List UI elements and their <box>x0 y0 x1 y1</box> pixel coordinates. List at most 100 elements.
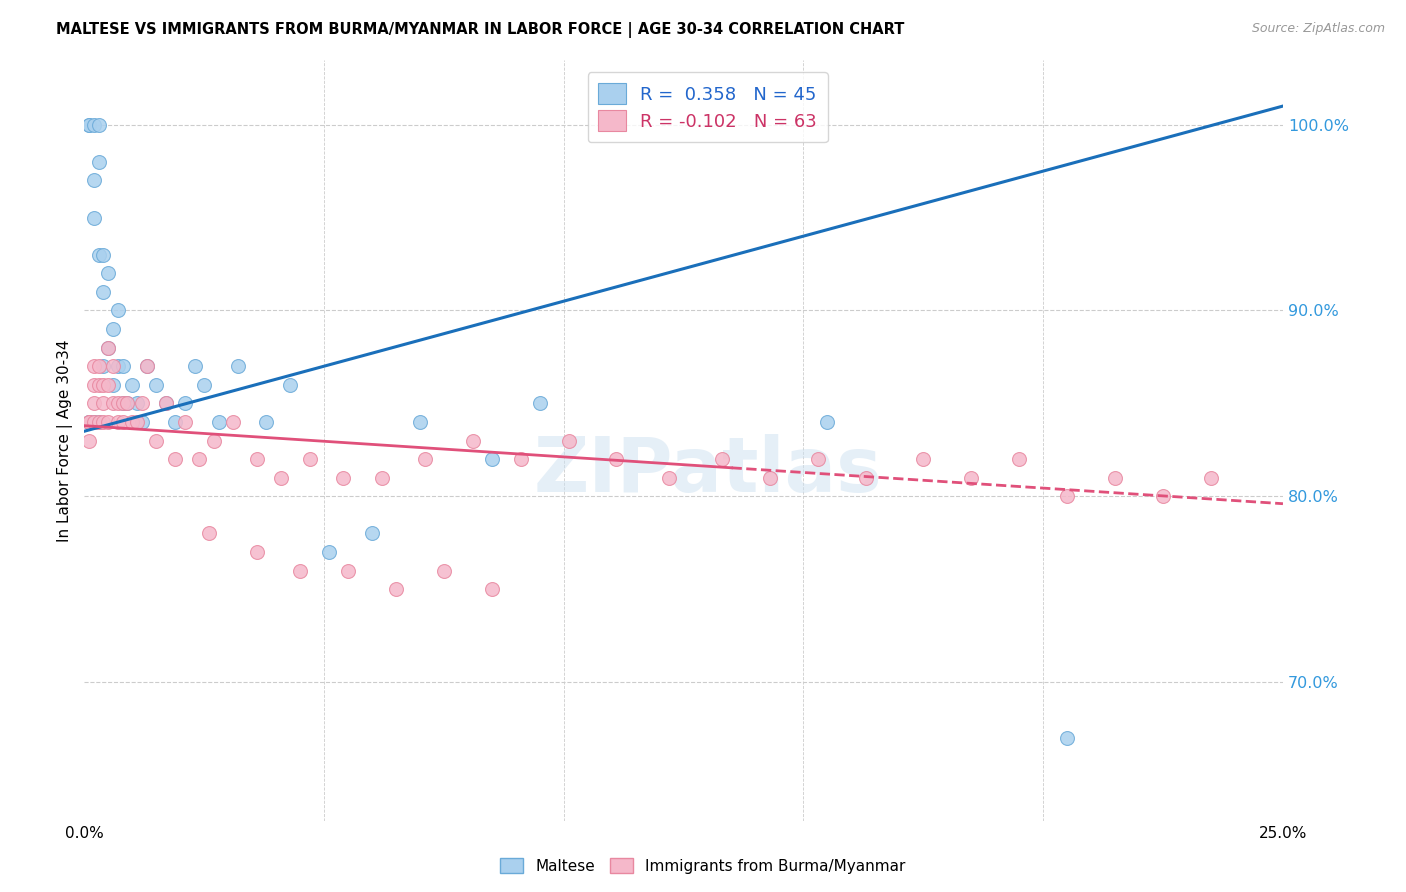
Point <box>759 471 782 485</box>
Point <box>111 396 134 410</box>
Point <box>121 377 143 392</box>
Point <box>1104 471 1126 485</box>
Point <box>155 396 177 410</box>
Point <box>107 396 129 410</box>
Point <box>131 396 153 410</box>
Point <box>222 415 245 429</box>
Point <box>711 452 734 467</box>
Point <box>97 266 120 280</box>
Point <box>1199 471 1222 485</box>
Point <box>385 582 408 597</box>
Point <box>87 154 110 169</box>
Point <box>361 526 384 541</box>
Point <box>337 564 360 578</box>
Point <box>77 118 100 132</box>
Point <box>83 118 105 132</box>
Point <box>77 118 100 132</box>
Point <box>77 415 100 429</box>
Point <box>111 359 134 374</box>
Point <box>97 415 120 429</box>
Point <box>246 545 269 559</box>
Point <box>117 396 139 410</box>
Point <box>246 452 269 467</box>
Point <box>165 415 187 429</box>
Point <box>198 526 221 541</box>
Point <box>288 564 311 578</box>
Point <box>280 377 302 392</box>
Point <box>912 452 935 467</box>
Point <box>87 118 110 132</box>
Point <box>83 359 105 374</box>
Legend: R =  0.358   N = 45, R = -0.102   N = 63: R = 0.358 N = 45, R = -0.102 N = 63 <box>588 72 828 142</box>
Point <box>193 377 215 392</box>
Text: ZIPatlas: ZIPatlas <box>533 434 882 508</box>
Legend: Maltese, Immigrants from Burma/Myanmar: Maltese, Immigrants from Burma/Myanmar <box>494 852 912 880</box>
Point <box>409 415 432 429</box>
Point <box>370 471 392 485</box>
Point <box>107 415 129 429</box>
Point <box>101 377 124 392</box>
Point <box>433 564 456 578</box>
Point <box>145 377 167 392</box>
Point <box>77 415 100 429</box>
Point <box>77 415 100 429</box>
Point <box>131 415 153 429</box>
Point <box>83 211 105 225</box>
Y-axis label: In Labor Force | Age 30-34: In Labor Force | Age 30-34 <box>58 339 73 541</box>
Point <box>817 415 839 429</box>
Point <box>111 415 134 429</box>
Point <box>101 322 124 336</box>
Point <box>413 452 436 467</box>
Point <box>1056 489 1078 503</box>
Point <box>481 582 503 597</box>
Point <box>202 434 225 448</box>
Point <box>93 285 115 299</box>
Point <box>83 173 105 187</box>
Point <box>87 415 110 429</box>
Point <box>87 359 110 374</box>
Point <box>509 452 531 467</box>
Point <box>83 396 105 410</box>
Point <box>1056 731 1078 745</box>
Point <box>145 434 167 448</box>
Point <box>97 377 120 392</box>
Point <box>107 359 129 374</box>
Point <box>125 415 148 429</box>
Point <box>807 452 830 467</box>
Point <box>93 377 115 392</box>
Point <box>165 452 187 467</box>
Point <box>107 303 129 318</box>
Point <box>188 452 211 467</box>
Point <box>183 359 205 374</box>
Point <box>461 434 484 448</box>
Point <box>298 452 321 467</box>
Point <box>256 415 278 429</box>
Point <box>155 396 177 410</box>
Point <box>101 396 124 410</box>
Point <box>332 471 354 485</box>
Point <box>87 248 110 262</box>
Point <box>207 415 229 429</box>
Text: MALTESE VS IMMIGRANTS FROM BURMA/MYANMAR IN LABOR FORCE | AGE 30-34 CORRELATION : MALTESE VS IMMIGRANTS FROM BURMA/MYANMAR… <box>56 22 904 38</box>
Point <box>97 341 120 355</box>
Point <box>605 452 627 467</box>
Point <box>658 471 681 485</box>
Point <box>960 471 983 485</box>
Point <box>83 377 105 392</box>
Point <box>1152 489 1174 503</box>
Point <box>1008 452 1031 467</box>
Point <box>93 415 115 429</box>
Point <box>87 415 110 429</box>
Point <box>125 396 148 410</box>
Point <box>174 396 197 410</box>
Point <box>557 434 579 448</box>
Point <box>318 545 340 559</box>
Point <box>93 359 115 374</box>
Point <box>83 415 105 429</box>
Point <box>101 359 124 374</box>
Point <box>87 377 110 392</box>
Point <box>111 396 134 410</box>
Point <box>93 396 115 410</box>
Point <box>135 359 157 374</box>
Point <box>135 359 157 374</box>
